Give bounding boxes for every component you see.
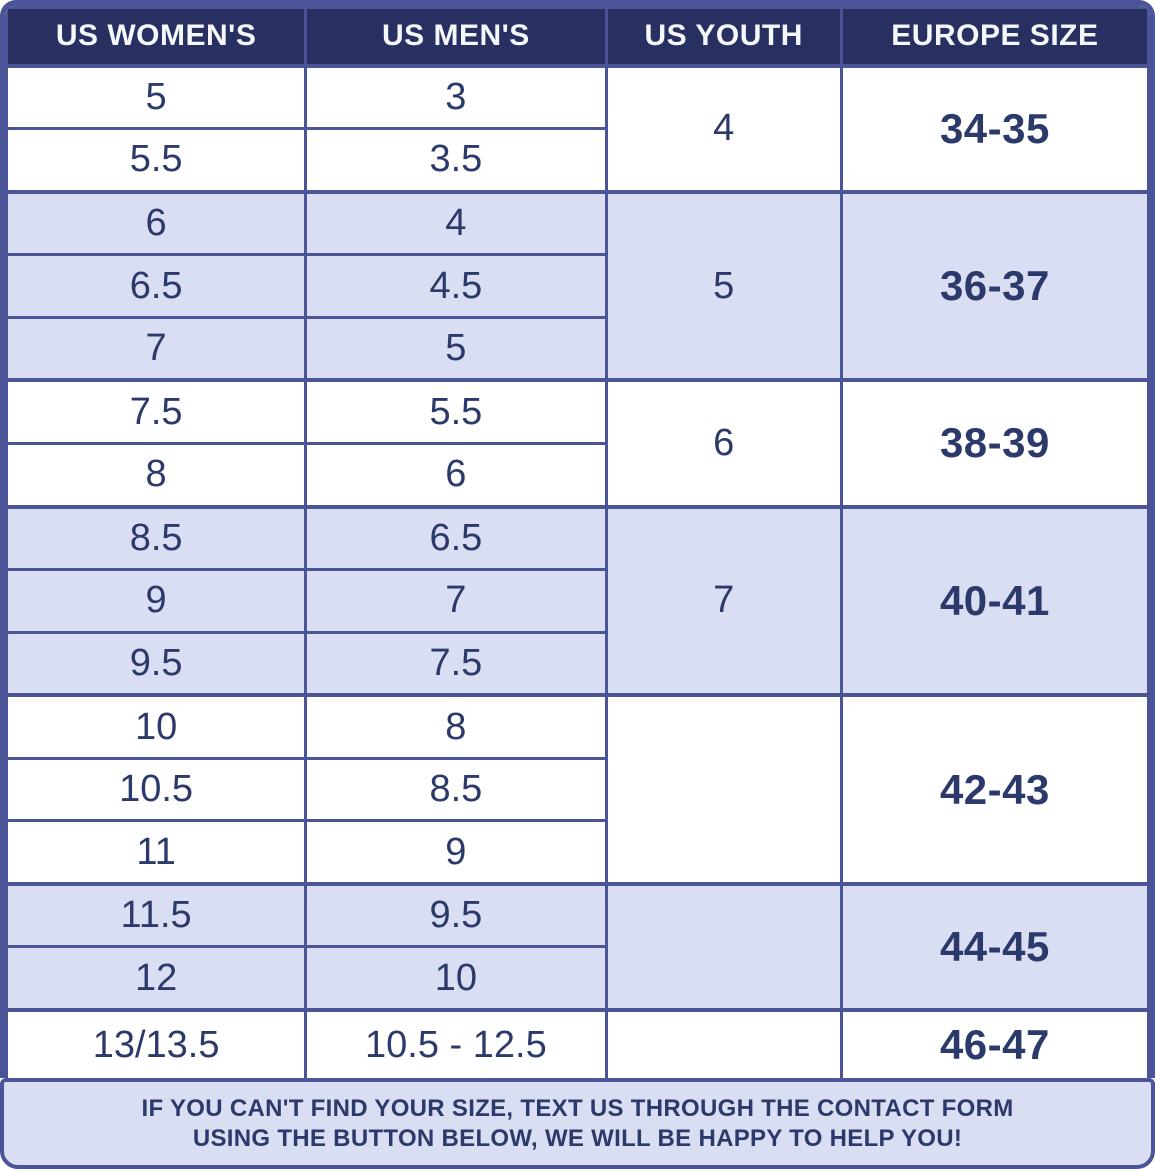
womens-size-cell: 8 (5, 441, 308, 509)
table-row: 11 9 (5, 819, 1149, 886)
table-row: 6.5 4.5 (5, 253, 1149, 319)
mens-size-cell: 9.5 (304, 881, 608, 949)
europe-size-cell: 34-35 (839, 63, 1150, 194)
table-row: 12 10 (5, 945, 1149, 1012)
youth-size-cell: 5 (604, 189, 843, 382)
mens-size-cell: 6 (304, 441, 608, 509)
table-row: 9.5 7.5 (5, 630, 1149, 697)
mens-size-cell: 4 (304, 189, 608, 257)
table-row: 5.5 3.5 (5, 127, 1149, 194)
europe-size-cell: 44-45 (839, 881, 1150, 1012)
mens-size-cell: 8.5 (304, 756, 608, 823)
table-row: 11.5 9.5 44-45 (5, 881, 1150, 1012)
mens-size-cell: 7.5 (304, 630, 608, 697)
mens-size-cell: 4.5 (304, 253, 608, 319)
womens-size-cell: 13/13.5 (5, 1008, 308, 1078)
mens-size-cell: 10 (304, 945, 608, 1012)
mens-size-cell: 3 (304, 63, 608, 131)
table-header-row: US WOMEN'S US MEN'S US YOUTH EUROPE SIZE (5, 6, 1150, 67)
size-chart-frame: US WOMEN'S US MEN'S US YOUTH EUROPE SIZE… (0, 0, 1155, 1078)
europe-size-cell: 42-43 (839, 693, 1150, 886)
mens-size-cell: 5 (304, 315, 608, 382)
youth-size-cell: 7 (604, 504, 843, 697)
column-header-us-womens: US WOMEN'S (5, 6, 308, 67)
column-header-us-youth: US YOUTH (604, 6, 843, 67)
mens-size-cell: 8 (304, 693, 608, 760)
footer-note-line-2: USING THE BUTTON BELOW, WE WILL BE HAPPY… (192, 1124, 963, 1152)
mens-size-cell: 3.5 (304, 127, 608, 194)
table-row: 6 4 5 36-37 (5, 189, 1150, 382)
table-body: 5 3 4 34-35 5.5 3.5 6 4 5 36-37 6.5 4.5 7 5 7.5 5.5 6 38-… (5, 63, 1150, 1078)
mens-size-cell: 10.5 - 12.5 (304, 1008, 608, 1078)
womens-size-cell: 9 (5, 568, 308, 634)
youth-size-cell (604, 1008, 843, 1078)
womens-size-cell: 5 (5, 63, 308, 131)
womens-size-cell: 7 (5, 315, 308, 382)
mens-size-cell: 9 (304, 819, 608, 886)
youth-size-cell (604, 693, 843, 886)
table-row: 5 3 4 34-35 (5, 63, 1150, 194)
youth-size-cell (604, 881, 843, 1012)
europe-size-cell: 46-47 (839, 1008, 1150, 1078)
mens-size-cell: 6.5 (304, 504, 608, 572)
europe-size-cell: 40-41 (839, 504, 1150, 697)
youth-size-cell: 4 (604, 63, 843, 194)
mens-size-cell: 5.5 (304, 378, 608, 445)
table-row: 10.5 8.5 (5, 756, 1149, 823)
womens-size-cell: 7.5 (5, 378, 308, 445)
footer-note-line-1: IF YOU CAN'T FIND YOUR SIZE, TEXT US THR… (141, 1094, 1014, 1122)
womens-size-cell: 6 (5, 189, 308, 257)
youth-size-cell: 6 (604, 378, 843, 509)
footer-note: IF YOU CAN'T FIND YOUR SIZE, TEXT US THR… (0, 1078, 1155, 1169)
mens-size-cell: 7 (304, 568, 608, 634)
womens-size-cell: 10.5 (5, 756, 308, 823)
shoe-size-conversion-table: US WOMEN'S US MEN'S US YOUTH EUROPE SIZE… (5, 6, 1150, 1078)
column-header-europe-size: EUROPE SIZE (839, 6, 1150, 67)
column-header-us-mens: US MEN'S (304, 6, 608, 67)
europe-size-cell: 36-37 (839, 189, 1150, 382)
table-row: 10 8 42-43 (5, 693, 1150, 886)
womens-size-cell: 11.5 (5, 881, 308, 949)
table-row: 7.5 5.5 6 38-39 (5, 378, 1150, 509)
table-row: 13/13.5 10.5 - 12.5 46-47 (5, 1008, 1150, 1078)
womens-size-cell: 6.5 (5, 253, 308, 319)
table-row: 8.5 6.5 7 40-41 (5, 504, 1150, 697)
womens-size-cell: 8.5 (5, 504, 308, 572)
womens-size-cell: 9.5 (5, 630, 308, 697)
womens-size-cell: 12 (5, 945, 308, 1012)
europe-size-cell: 38-39 (839, 378, 1150, 509)
womens-size-cell: 11 (5, 819, 308, 886)
womens-size-cell: 10 (5, 693, 308, 760)
womens-size-cell: 5.5 (5, 127, 308, 194)
